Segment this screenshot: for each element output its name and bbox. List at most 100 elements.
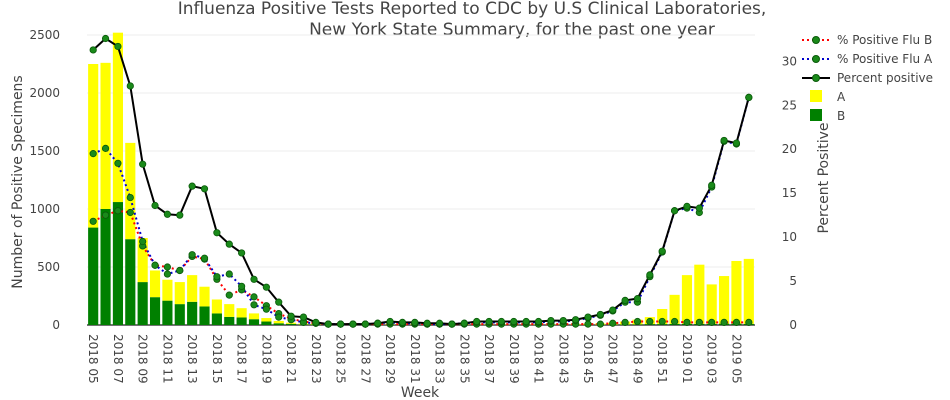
series-point [695,204,703,212]
legend-item-b[interactable]: B [810,109,845,123]
series-point [361,320,369,328]
y2-tick-label: 0 [789,318,797,332]
bar-a [112,32,123,203]
x-tick-label: 2018 11 [160,334,174,384]
x-tick-label: 2018 31 [408,334,422,384]
bar-b [137,282,148,325]
bar-b [174,304,185,325]
series-point [126,208,134,217]
bar-b [100,209,111,325]
bar-a [261,318,272,322]
series-point [633,317,642,326]
series-point [101,34,110,43]
series-point [163,270,172,278]
y-axis-left: 0 500 1000 1500 2000 2500 [29,28,60,332]
legend-item-flu-a[interactable]: % Positive Flu A [802,52,933,66]
bar-a [162,279,173,301]
series-point [336,320,345,328]
series-point [299,313,308,321]
y2-tick-label: 15 [782,186,797,200]
legend-item-flu-b[interactable]: % Positive Flu B [802,33,932,47]
title-group: Influenza Positive Tests Reported to CDC… [178,0,767,40]
x-tick-label: 2018 21 [284,334,298,384]
x-tick-label: 2018 19 [259,334,273,384]
bar-a [719,276,730,324]
series-point [176,211,184,219]
y-tick-label: 0 [52,318,60,332]
series-point [584,313,592,321]
chart-title-line2: New York State Summary, for the past one… [309,20,715,40]
x-axis: 2018 05 2018 07 2018 09 2018 11 2018 13 2018 … [86,334,743,384]
legend-label-percent: Percent positive [837,71,933,85]
series-point [114,42,122,51]
series-point [683,318,691,326]
x-tick-label: 2018 47 [606,334,620,384]
y2-tick-label: 30 [782,54,797,68]
bar-b [88,227,99,325]
x-tick-label: 2018 07 [111,334,125,384]
series-point [646,317,654,326]
bars-group [88,32,754,325]
series-point [188,182,196,190]
x-tick-label: 2019 03 [705,334,719,384]
legend-item-a[interactable]: A [810,90,846,104]
series-point [435,319,444,327]
series-point [287,312,295,320]
legend-label-flu-a: % Positive Flu A [837,52,933,66]
x-tick-label: 2019 05 [729,334,743,384]
series-point [312,318,320,326]
series-point [213,273,221,281]
x-axis-title: Week [401,385,440,400]
series-point [559,317,567,325]
chart-title-line1: Influenza Positive Tests Reported to CDC… [178,0,767,19]
y-tick-label: 1500 [29,144,60,158]
series-point [423,319,431,327]
series-point [658,317,666,326]
x-tick-label: 2018 25 [334,334,348,384]
series-point [324,320,332,328]
bar-a [88,64,99,228]
series-point [238,282,246,290]
series-point [596,320,604,328]
series-point [262,283,270,291]
bar-a [731,260,742,324]
bar-b [199,306,210,325]
series-point [139,160,147,168]
legend-item-percent[interactable]: Percent positive [802,71,933,85]
series-point [225,291,233,299]
series-point [547,317,555,325]
legend-label-b: B [837,109,845,123]
legend-label-a: A [837,90,846,104]
series-point [411,318,419,326]
series-point [534,317,543,326]
series-point [448,320,456,328]
series-point [683,202,691,210]
x-tick-label: 2018 49 [630,334,644,384]
series-point [398,318,407,326]
series-point [151,201,159,210]
series-point [609,319,617,327]
x-tick-label: 2018 05 [86,334,100,384]
series-point [250,275,258,283]
y2-tick-label: 10 [782,230,797,244]
series-point [250,301,258,309]
series-point [213,229,221,237]
y2-tick-label: 25 [782,98,797,112]
bar-a [681,275,693,324]
bar-b [187,301,198,325]
x-tick-label: 2018 39 [507,334,521,384]
bar-a [694,264,705,324]
x-tick-label: 2018 23 [309,334,323,384]
series-point [609,306,617,314]
series-point [745,318,753,326]
x-tick-label: 2018 45 [581,334,595,384]
series-point [89,46,97,54]
series-point [151,261,159,269]
series-point [708,181,716,189]
x-tick-label: 2018 09 [136,334,150,384]
series-point [114,159,122,167]
gridlines [87,34,755,326]
x-tick-label: 2018 29 [383,334,397,384]
legend-marker-percent [812,74,820,82]
series-point [633,295,642,303]
